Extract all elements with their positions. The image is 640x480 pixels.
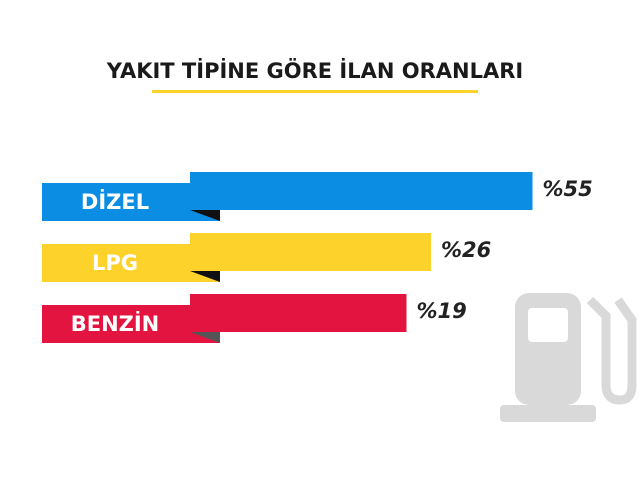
value-label: %19 [417,299,467,323]
value-label: %26 [441,238,491,262]
category-box [42,305,220,343]
value-label: %55 [543,177,593,201]
bar [190,233,431,271]
category-box [42,183,220,221]
category-label: DİZEL [81,189,149,214]
title-underline [152,90,478,93]
fold-shadow [190,271,220,282]
fold-shadow [190,210,220,221]
chart-title: YAKIT TİPİNE GÖRE İLAN ORANLARI [106,58,523,83]
bar [190,172,533,210]
bar [190,294,407,332]
category-label: LPG [92,251,138,275]
bars: DİZEL %55 LPG %26 BENZİN %19 [42,172,593,343]
category-label: BENZİN [71,311,160,336]
fuel-pump-icon [500,293,637,422]
category-box [42,244,220,282]
fold-shadow [190,332,220,343]
